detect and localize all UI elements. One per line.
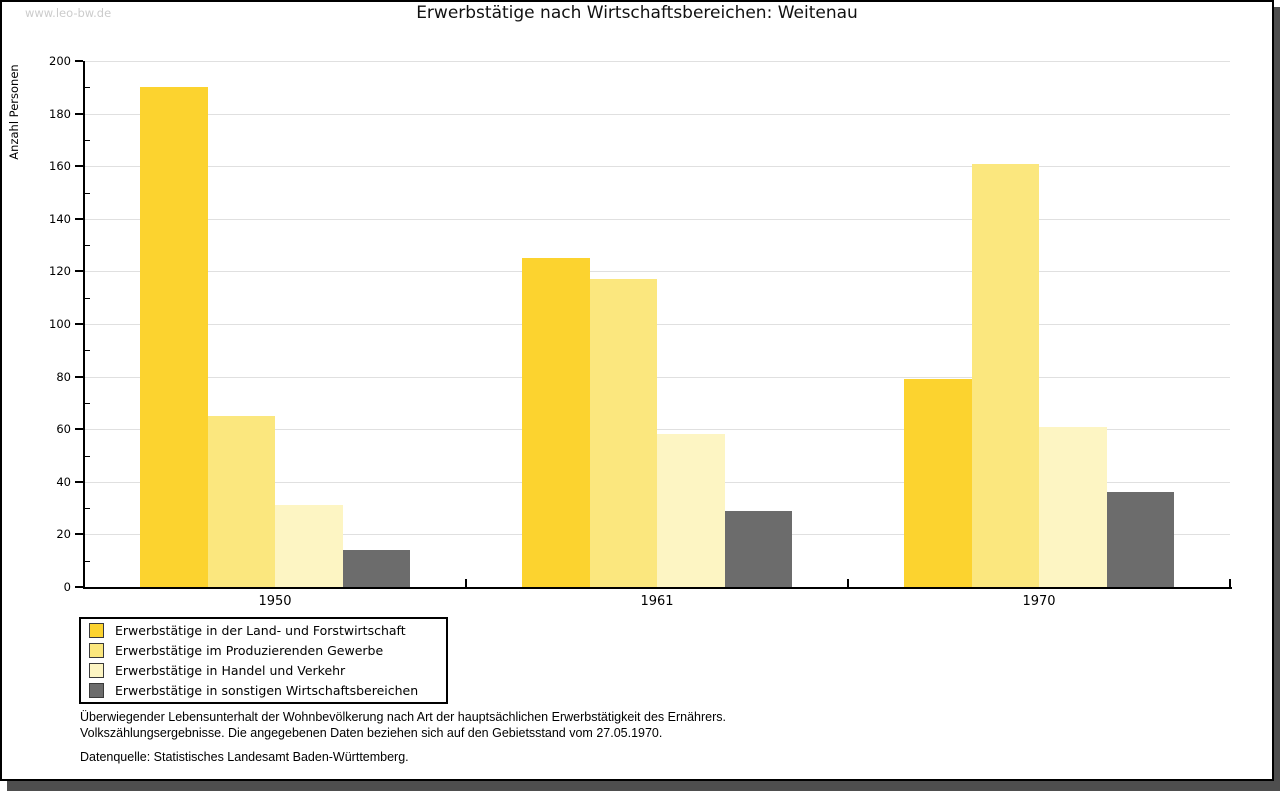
x-tick-label-1970: 1970	[1022, 594, 1056, 609]
x-tick-label-1961: 1961	[640, 594, 674, 609]
y-minor-tick-10	[85, 560, 90, 562]
y-tick-label-200: 200	[49, 54, 71, 68]
y-major-tick-160	[75, 165, 83, 168]
bar-1961-series2	[589, 279, 657, 587]
legend-swatch-icon	[89, 623, 104, 639]
y-major-tick-200	[75, 60, 83, 62]
gridline-80	[84, 376, 1230, 378]
gridline-60	[84, 429, 1230, 431]
y-major-tick-40	[75, 480, 83, 483]
y-tick-label-100: 100	[49, 317, 71, 331]
footnote: Überwiegender Lebensunterhalt der Wohnbe…	[80, 710, 726, 741]
x-boundary-tick-0	[83, 579, 85, 587]
y-major-tick-80	[75, 375, 83, 378]
y-major-tick-60	[75, 428, 83, 431]
y-minor-tick-90	[85, 350, 90, 352]
y-minor-tick-70	[85, 402, 90, 404]
y-minor-tick-130	[85, 245, 90, 247]
bar-1970-series2	[971, 163, 1039, 587]
bar-1950-series3	[275, 505, 343, 587]
y-major-tick-120	[75, 270, 83, 273]
y-minor-tick-30	[85, 508, 90, 510]
bar-1970-series3	[1039, 426, 1107, 587]
legend-swatch-icon	[89, 682, 104, 698]
gridline-100	[84, 324, 1230, 325]
gridline-160	[84, 166, 1230, 168]
x-boundary-tick-2	[847, 579, 849, 587]
gridline-120	[84, 271, 1230, 273]
y-major-tick-140	[75, 217, 83, 220]
y-minor-tick-150	[85, 192, 90, 194]
legend-label: Erwerbstätige in der Land- und Forstwirt…	[115, 623, 406, 639]
legend-item-4: Erwerbstätige in sonstigen Wirtschaftsbe…	[81, 681, 446, 700]
x-tick-label-1950: 1950	[258, 594, 292, 609]
y-minor-tick-110	[85, 297, 90, 299]
y-tick-label-180: 180	[49, 106, 71, 121]
gridline-200	[84, 61, 1230, 62]
y-tick-label-160: 160	[49, 159, 71, 174]
plot-area	[84, 61, 1230, 587]
legend-item-1: Erwerbstätige in der Land- und Forstwirt…	[81, 621, 446, 640]
x-boundary-tick-1	[465, 579, 467, 587]
footnote-line-2: Volkszählungsergebnisse. Die angegebenen…	[80, 725, 663, 740]
footnote-line-1: Überwiegender Lebensunterhalt der Wohnbe…	[80, 710, 726, 724]
bar-1950-series2	[207, 416, 275, 587]
y-minor-tick-190	[85, 87, 90, 89]
legend-label: Erwerbstätige im Produzierenden Gewerbe	[115, 643, 384, 659]
bar-1961-series4	[724, 510, 792, 587]
legend-item-2: Erwerbstätige im Produzierenden Gewerbe	[81, 641, 446, 660]
y-major-tick-20	[75, 533, 83, 536]
y-major-tick-180	[75, 112, 83, 115]
y-tick-label-40: 40	[56, 474, 71, 489]
y-axis-title: Anzahl Personen	[7, 64, 21, 160]
y-minor-tick-170	[85, 139, 90, 141]
y-tick-label-60: 60	[56, 422, 71, 437]
y-tick-label-0: 0	[63, 580, 71, 594]
gridline-180	[84, 113, 1230, 115]
gridline-140	[84, 218, 1230, 220]
y-tick-label-120: 120	[49, 264, 71, 279]
y-minor-tick-50	[85, 455, 90, 457]
bar-1950-series4	[342, 550, 410, 587]
x-axis-line	[83, 587, 1232, 589]
y-tick-label-20: 20	[56, 527, 71, 542]
y-tick-label-140: 140	[49, 211, 71, 226]
data-source: Datenquelle: Statistisches Landesamt Bad…	[80, 750, 409, 764]
drop-shadow-bottom	[7, 781, 1280, 791]
legend-label: Erwerbstätige in Handel und Verkehr	[115, 662, 346, 678]
watermark: www.leo-bw.de	[25, 6, 112, 20]
y-axis-line	[83, 61, 85, 589]
bar-1970-series4	[1106, 492, 1174, 587]
legend-item-3: Erwerbstätige in Handel und Verkehr	[81, 661, 446, 680]
bar-1950-series1	[140, 87, 208, 587]
y-tick-label-80: 80	[56, 369, 71, 384]
y-major-tick-100	[75, 323, 83, 325]
legend-swatch-icon	[89, 662, 104, 678]
x-boundary-tick-3	[1229, 579, 1231, 587]
bar-1961-series3	[657, 434, 725, 587]
drop-shadow-right	[1274, 7, 1280, 791]
chart-title: Erwerbstätige nach Wirtschaftsbereichen:…	[416, 3, 858, 23]
bar-1970-series1	[904, 379, 972, 587]
legend-label: Erwerbstätige in sonstigen Wirtschaftsbe…	[115, 682, 419, 698]
bar-1961-series1	[522, 258, 590, 587]
y-major-tick-0	[75, 586, 83, 588]
legend-swatch-icon	[89, 643, 104, 659]
legend: Erwerbstätige in der Land- und Forstwirt…	[79, 617, 448, 704]
